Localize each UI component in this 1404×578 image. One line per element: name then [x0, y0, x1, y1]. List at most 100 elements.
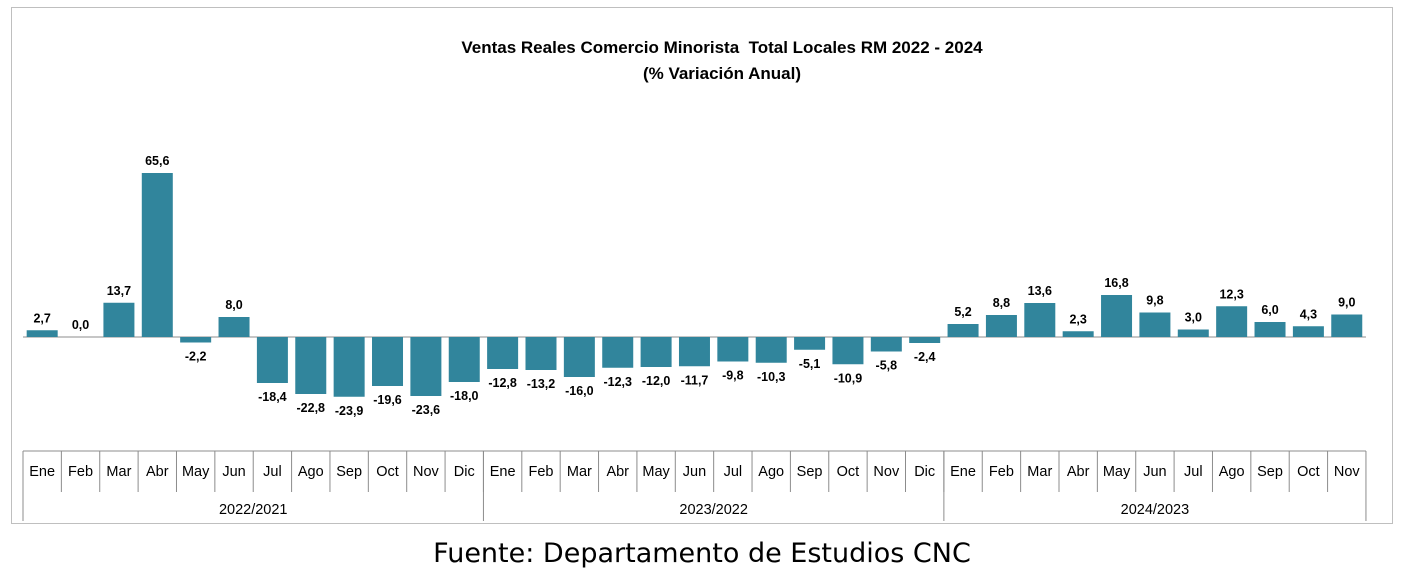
bar	[717, 337, 749, 362]
chart: Ventas Reales Comercio Minorista Total L…	[22, 38, 1367, 521]
tick-label: Nov	[413, 464, 440, 480]
data-label: 9,0	[1338, 296, 1355, 310]
bar	[372, 337, 404, 386]
chart-frame: Ventas Reales Comercio Minorista Total L…	[11, 7, 1393, 524]
tick-label: Jun	[222, 464, 245, 480]
tick-label: Feb	[528, 464, 553, 480]
data-label: -18,4	[258, 390, 287, 404]
bar	[755, 337, 787, 363]
tick-label: Sep	[336, 464, 362, 480]
data-label: 5,2	[954, 305, 971, 319]
tick-label: May	[182, 464, 210, 480]
bar	[333, 337, 365, 397]
bar	[525, 337, 557, 370]
data-label: -13,2	[527, 377, 556, 391]
bar	[1254, 322, 1286, 337]
bar	[218, 317, 250, 337]
group-label: 2023/2022	[679, 502, 748, 518]
tick-label: Dic	[914, 464, 935, 480]
bar	[1331, 314, 1363, 337]
bar	[180, 337, 212, 343]
tick-label: Jun	[683, 464, 706, 480]
tick-label: May	[642, 464, 670, 480]
bar	[103, 302, 135, 337]
tick-label: Ago	[758, 464, 784, 480]
bar	[985, 315, 1017, 337]
bar	[448, 337, 480, 382]
data-label: -12,8	[488, 376, 517, 390]
bar	[640, 337, 672, 367]
data-label: 4,3	[1300, 307, 1317, 321]
data-label: 12,3	[1219, 287, 1243, 301]
tick-label: May	[1103, 464, 1131, 480]
tick-label: Nov	[1334, 464, 1361, 480]
data-label: -23,6	[412, 403, 441, 417]
data-label: 0,0	[72, 318, 89, 332]
tick-label: Jul	[263, 464, 282, 480]
group-label: 2024/2023	[1121, 502, 1190, 518]
source-note: Fuente: Departamento de Estudios CNC	[433, 538, 971, 569]
data-label: -10,3	[757, 370, 786, 384]
bar	[1024, 303, 1056, 337]
data-label: -16,0	[565, 384, 594, 398]
tick-label: Ene	[950, 464, 976, 480]
bar	[794, 337, 826, 350]
bar	[487, 337, 519, 369]
bar	[909, 337, 941, 343]
tick-label: Sep	[1257, 464, 1283, 480]
data-label: 8,8	[993, 296, 1010, 310]
tick-label: Ago	[298, 464, 324, 480]
tick-label: Oct	[837, 464, 860, 480]
bar	[1216, 306, 1248, 337]
group-label: 2022/2021	[219, 502, 288, 518]
data-label: -22,8	[297, 401, 326, 415]
tick-label: Dic	[454, 464, 475, 480]
data-label: -5,8	[876, 359, 898, 373]
bar	[1177, 329, 1209, 337]
tick-label: Mar	[567, 464, 592, 480]
data-label: -5,1	[799, 357, 821, 371]
tick-label: Sep	[797, 464, 823, 480]
bar	[870, 337, 902, 352]
bar	[141, 173, 173, 337]
data-label: 8,0	[225, 298, 242, 312]
data-label: 9,8	[1146, 294, 1163, 308]
data-label: -2,4	[914, 350, 936, 364]
bar	[26, 330, 58, 337]
tick-label: Feb	[989, 464, 1014, 480]
bar	[295, 337, 327, 394]
bar	[410, 337, 442, 396]
data-label: -12,3	[603, 375, 632, 389]
tick-label: Ene	[490, 464, 516, 480]
tick-label: Ago	[1219, 464, 1245, 480]
tick-label: Abr	[146, 464, 169, 480]
data-label: 65,6	[145, 154, 169, 168]
data-label: -9,8	[722, 369, 744, 383]
tick-label: Jun	[1143, 464, 1166, 480]
bar	[832, 337, 864, 365]
tick-label: Jul	[724, 464, 743, 480]
data-label: 13,7	[107, 284, 131, 298]
data-label: -10,9	[834, 371, 863, 385]
data-label: -23,9	[335, 404, 364, 418]
tick-label: Mar	[1027, 464, 1052, 480]
data-label: 3,0	[1185, 311, 1202, 325]
data-label: -2,2	[185, 350, 207, 364]
data-label: 2,7	[33, 311, 50, 325]
data-label: -18,0	[450, 389, 479, 403]
category-axis: Ene Feb Mar Abr May Jun Jul Ago Sep Oct Nov Dic 2022…	[22, 450, 1367, 521]
bar	[602, 337, 634, 368]
data-label: -19,6	[373, 393, 402, 407]
bars-layer: 2,7 0,0 13,7 65,6 -2,2 8,0 -18,4 -22,8 -23,9 -19,…	[23, 154, 1366, 418]
tick-label: Feb	[68, 464, 93, 480]
chart-subtitle: (% Variación Anual)	[643, 64, 801, 83]
data-label: 6,0	[1261, 303, 1278, 317]
tick-label: Jul	[1184, 464, 1203, 480]
tick-label: Nov	[873, 464, 900, 480]
tick-label: Abr	[606, 464, 629, 480]
bar	[678, 337, 710, 367]
data-label: -11,7	[681, 373, 709, 387]
bar	[563, 337, 595, 377]
data-label: 16,8	[1104, 276, 1128, 290]
bar	[1139, 312, 1171, 337]
